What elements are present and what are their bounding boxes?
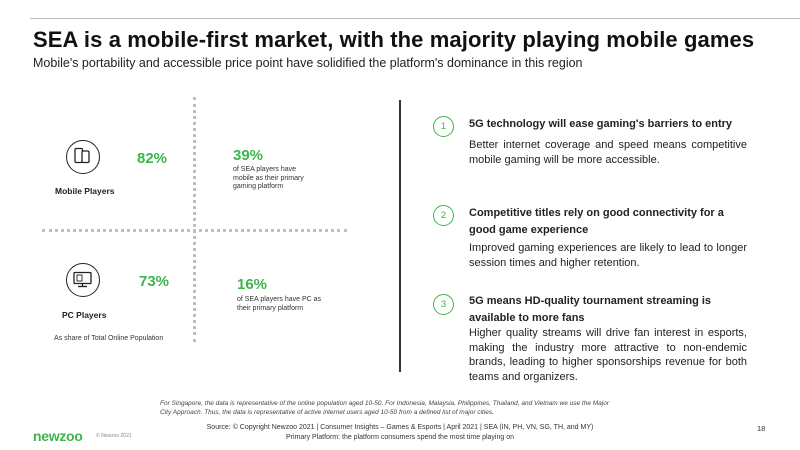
source-line: Source: © Copyright Newzoo 2021 | Consum… <box>206 424 594 431</box>
pc-computer-icon <box>66 263 100 297</box>
methodology-footnote: For Singapore, the data is representativ… <box>160 400 610 416</box>
point-3-heading: 5G means HD-quality tournament streaming… <box>469 295 712 324</box>
point-1-number-badge: 1 <box>433 116 454 137</box>
center-divider <box>399 100 401 372</box>
pc-primary-text: of SEA players have PC as their primary … <box>237 296 322 312</box>
point-1-heading: 5G technology will ease gaming's barrier… <box>469 118 733 130</box>
pc-players-label: PC Players <box>62 310 107 320</box>
source-block: Source: © Copyright Newzoo 2021 | Consum… <box>180 423 620 442</box>
top-rule <box>30 18 800 19</box>
point-2-number-badge: 2 <box>433 205 454 226</box>
point-3-number-badge: 3 <box>433 294 454 315</box>
point-1-body: Better internet coverage and speed means… <box>469 139 747 166</box>
mobile-share-value: 82% <box>137 150 168 167</box>
page-number: 18 <box>757 424 766 433</box>
mobile-devices-icon <box>66 140 100 174</box>
newzoo-logo: newzoo <box>33 428 83 444</box>
quadrant-horizontal-divider <box>42 229 347 232</box>
point-3-body: Higher quality streams will drive fan in… <box>469 327 747 383</box>
mobile-players-label: Mobile Players <box>55 186 115 196</box>
point-2-body: Improved gaming experiences are likely t… <box>469 242 747 269</box>
mobile-primary-text: of SEA players have mobile as their prim… <box>233 166 304 190</box>
page-subtitle: Mobile's portability and accessible pric… <box>33 56 583 70</box>
pc-primary-value: 16% <box>237 276 268 293</box>
point-2-heading: Competitive titles rely on good connecti… <box>469 207 724 236</box>
primary-platform-definition: Primary Platform: the platform consumers… <box>286 433 514 441</box>
page-title: SEA is a mobile-first market, with the m… <box>33 27 755 52</box>
pc-share-value: 73% <box>139 273 170 290</box>
population-note: As share of Total Online Population <box>54 335 164 342</box>
quadrant-vertical-divider <box>193 97 196 342</box>
copyright-text: © Newzoo 2021 <box>96 433 132 439</box>
mobile-primary-value: 39% <box>233 147 264 164</box>
